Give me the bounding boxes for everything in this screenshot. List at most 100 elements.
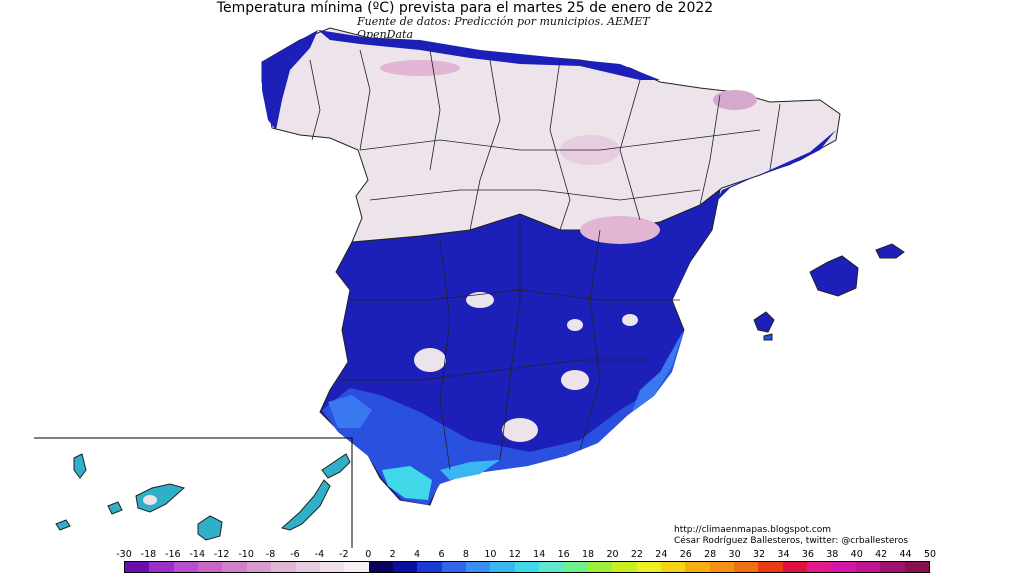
legend-swatch: [368, 562, 393, 572]
galicia-coast-blue: [262, 30, 318, 130]
ibiza: [753, 311, 775, 333]
legend-swatch: [441, 562, 467, 572]
legend-tick: 36: [801, 549, 814, 560]
legend-swatch: [466, 562, 491, 572]
legend-swatch: [149, 562, 174, 572]
malaga-cyan-zone: [440, 460, 500, 480]
la-palma: [73, 453, 87, 479]
sierra-cold-patch-3: [561, 370, 589, 390]
legend-swatch: [758, 562, 783, 572]
legend-swatch: [855, 562, 881, 572]
legend-swatch: [392, 562, 418, 572]
legend-tick: 20: [606, 549, 619, 560]
legend-swatch: [904, 562, 929, 572]
gran-canaria: [197, 515, 223, 541]
internal-borders: [309, 49, 781, 471]
legend-tick: 14: [533, 549, 546, 560]
valencia-coast-blue: [672, 222, 700, 300]
legend-tick: 24: [655, 549, 668, 560]
legend-tick: 44: [899, 549, 912, 560]
legend-tick: -16: [165, 549, 181, 560]
legend-swatch: [514, 562, 540, 572]
legend-swatch: [636, 562, 661, 572]
lanzarote: [321, 453, 351, 479]
sierra-cold-patch-6: [622, 314, 638, 326]
legend-swatch: [539, 562, 564, 572]
cantabrian-cold-pocket: [380, 60, 460, 76]
sierra-cold-patch-1: [414, 348, 446, 372]
legend-swatch: [612, 562, 637, 572]
southeast-coast-light-band: [632, 330, 684, 412]
legend-swatch: [271, 562, 296, 572]
legend-tick: 34: [777, 549, 790, 560]
legend-tick: -12: [213, 549, 230, 560]
cantabrian-coast-blue: [318, 30, 660, 80]
legend-tick: -6: [290, 549, 300, 560]
legend-swatch: [173, 562, 199, 572]
legend-tick: 4: [414, 549, 421, 560]
legend-swatch: [246, 562, 272, 572]
legend-tick: -10: [238, 549, 254, 560]
legend-swatch: [782, 562, 808, 572]
legend-swatch: [733, 562, 759, 572]
legend-swatch: [807, 562, 832, 572]
legend-swatch: [198, 562, 223, 572]
legend-tick: 0: [365, 549, 372, 560]
credits: http://climaenmapas.blogspot.com César R…: [674, 525, 908, 547]
legend-swatch: [417, 562, 442, 572]
legend-tick: 12: [508, 549, 521, 560]
canary-inset-frame: [34, 437, 353, 548]
map-title: Temperatura mínima (ºC) prevista para el…: [216, 0, 714, 16]
tenerife: [135, 483, 186, 513]
southwest-light-band: [328, 395, 372, 428]
legend-tick: 6: [438, 549, 445, 560]
mallorca: [809, 255, 859, 297]
legend-swatch: [125, 562, 150, 572]
legend-tick: 18: [582, 549, 595, 560]
legend-tick: 22: [630, 549, 643, 560]
legend-tick: 16: [557, 549, 570, 560]
teide-cold-patch: [143, 495, 157, 505]
iberian-cold-pocket: [580, 216, 660, 244]
la-gomera: [107, 501, 123, 515]
legend-swatch: [587, 562, 613, 572]
legend-tick: 26: [679, 549, 692, 560]
menorca: [875, 243, 905, 259]
legend-tick: 42: [875, 549, 888, 560]
legend-tick: 50: [923, 549, 937, 560]
pyrenees-cold-pocket: [713, 90, 757, 110]
legend-swatch: [319, 562, 345, 572]
legend-tick: -14: [189, 549, 206, 560]
legend-swatch: [685, 562, 710, 572]
legend-tick: 30: [728, 549, 741, 560]
legend-tick: -18: [140, 549, 157, 560]
legend-swatch: [563, 562, 588, 572]
sierra-cold-patch-4: [466, 292, 494, 308]
el-hierro: [55, 519, 71, 531]
legend-tick: 10: [484, 549, 497, 560]
sierra-cold-patch-2: [502, 418, 538, 442]
legend-swatch: [490, 562, 515, 572]
legend-tick: -4: [314, 549, 325, 560]
legend-tick: 38: [826, 549, 839, 560]
legend-tick: 28: [704, 549, 717, 560]
legend-tick-labels: -30 -18 -16 -14 -12 -10 -8 -6 -4 -2 0 2 4 6 8 10 12 14 16 1…: [0, 549, 1024, 561]
cadiz-cyan-zone: [382, 466, 432, 500]
formentera: [763, 333, 773, 341]
credits-author: César Rodríguez Ballesteros, twitter: @c…: [674, 536, 909, 546]
legend-swatch: [344, 562, 369, 572]
legend-swatch: [222, 562, 247, 572]
legend-tick: -8: [265, 549, 276, 560]
legend-tick: 2: [389, 549, 396, 560]
legend-swatch: [709, 562, 734, 572]
sierra-cold-patch-5: [567, 319, 583, 331]
legend-tick: -2: [339, 549, 349, 560]
fuerteventura: [280, 479, 331, 531]
legend-swatch: [831, 562, 856, 572]
credits-url: http://climaenmapas.blogspot.com: [674, 525, 832, 535]
legend-swatch: [295, 562, 320, 572]
color-scale-legend: [124, 561, 930, 573]
legend-tick: -30: [116, 549, 132, 560]
south-coast-blue-band: [322, 332, 684, 505]
